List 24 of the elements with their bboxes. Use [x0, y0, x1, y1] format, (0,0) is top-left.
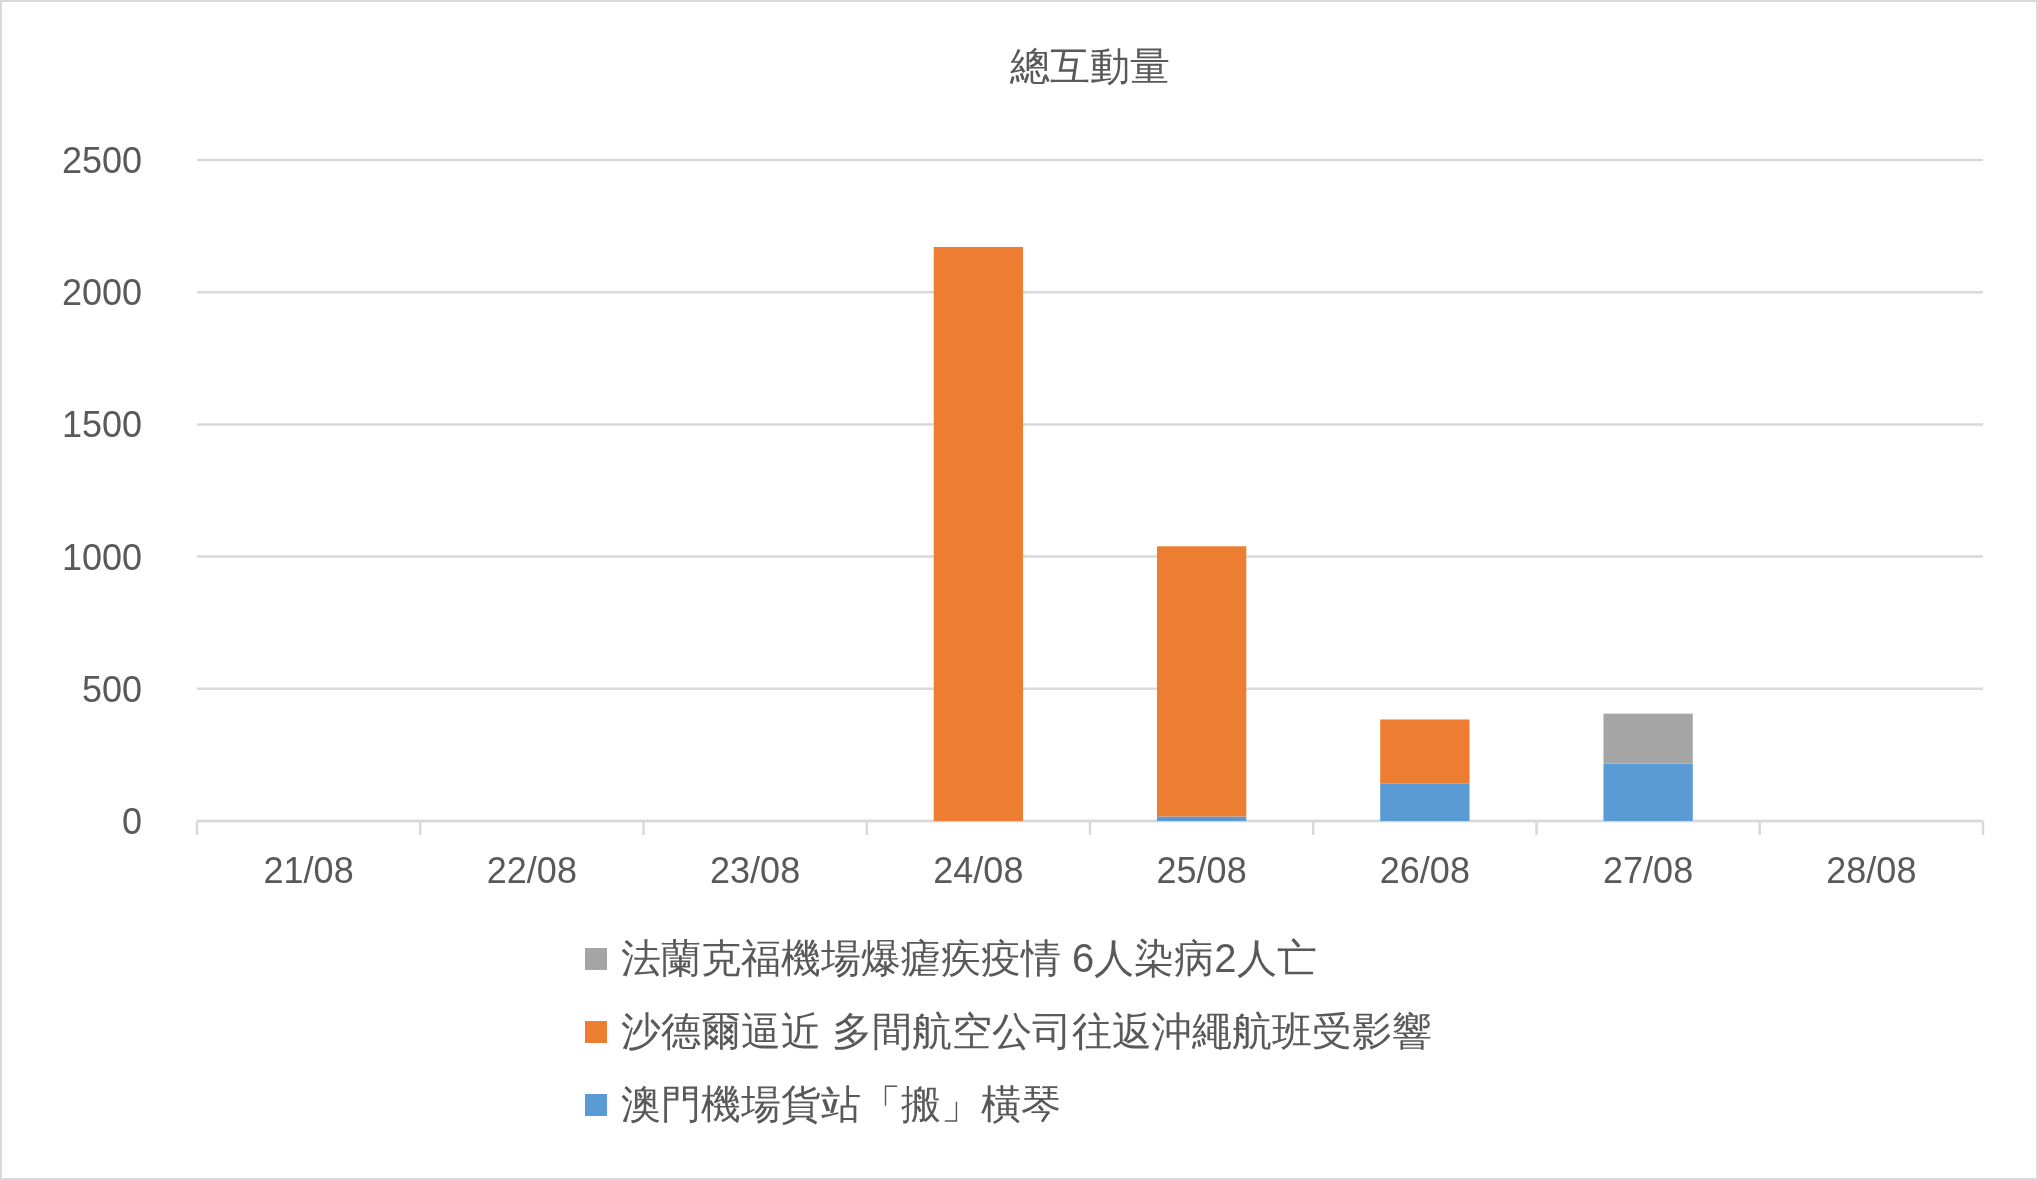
x-tick-label: 22/08 [486, 850, 577, 891]
x-tick-label: 23/08 [710, 850, 801, 891]
chart-title: 總互動量 [1009, 44, 1170, 88]
legend-label: 澳門機場貨站「搬」橫琴 [621, 1082, 1061, 1126]
bar [1603, 763, 1693, 821]
x-tick-label: 28/08 [1826, 850, 1917, 891]
bar [1603, 713, 1693, 764]
x-tick-label: 26/08 [1379, 850, 1470, 891]
x-tick-label: 27/08 [1603, 850, 1694, 891]
bar [933, 246, 1024, 821]
y-tick-label: 1500 [61, 404, 142, 446]
bar [1380, 719, 1470, 784]
legend-label: 沙德爾逼近 多間航空公司往返沖繩航班受影響 [621, 1009, 1433, 1053]
x-tick-label: 25/08 [1156, 850, 1247, 891]
legend-label: 法蘭克福機場爆瘧疾疫情 6人染病2人亡 [621, 936, 1317, 980]
y-tick-label: 2000 [61, 272, 142, 314]
y-tick-label: 500 [81, 668, 142, 710]
y-tick-label: 0 [121, 801, 142, 842]
bar [1380, 783, 1470, 821]
x-tick-label: 24/08 [933, 850, 1024, 891]
bar [1156, 546, 1247, 817]
y-tick-label: 1000 [61, 536, 142, 578]
y-tick-label: 2500 [61, 140, 142, 181]
x-tick-label: 21/08 [263, 850, 354, 891]
